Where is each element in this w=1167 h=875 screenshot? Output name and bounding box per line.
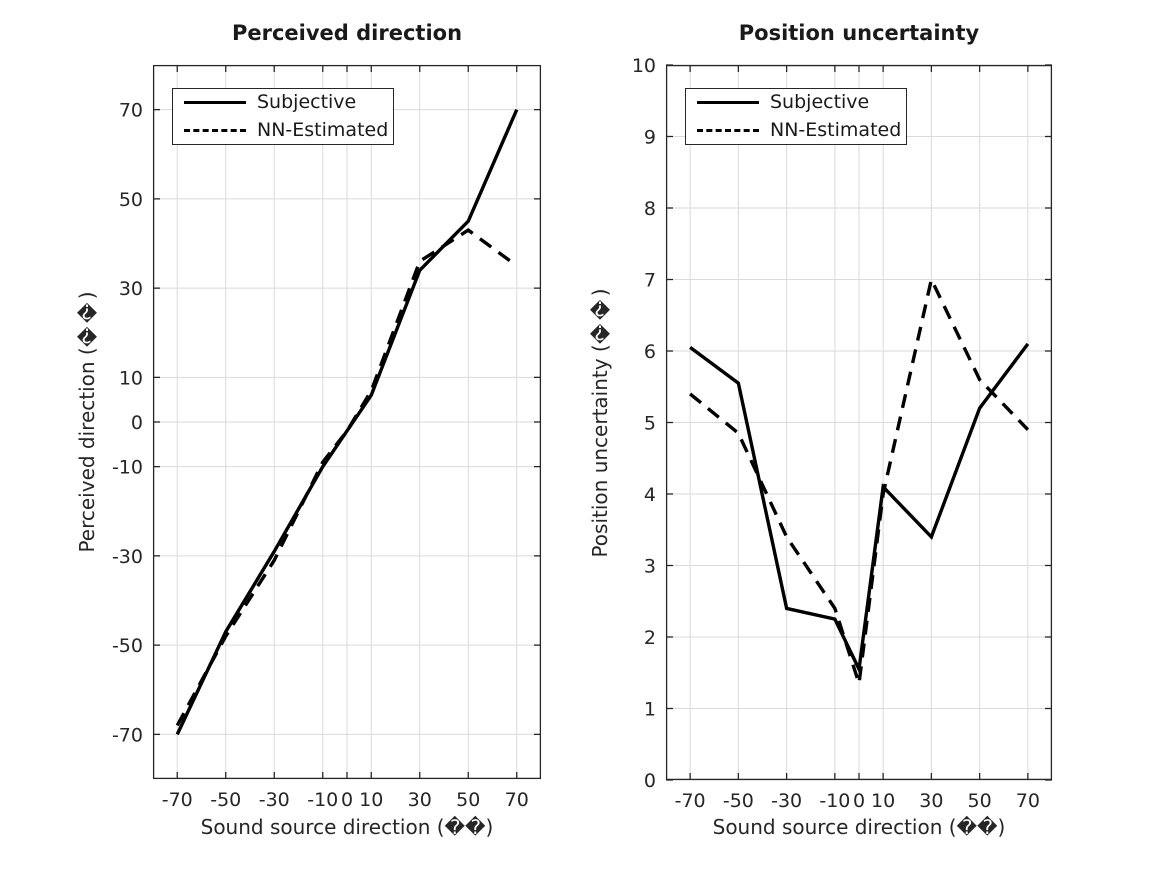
y-tick-label: 5 (644, 413, 656, 435)
x-tick-label: 50 (456, 789, 480, 811)
x-tick-label: 10 (359, 789, 383, 811)
x-tick-label: 30 (919, 790, 943, 812)
legend-label-nn-estimated: NN-Estimated (770, 118, 902, 141)
y-tick-label: -70 (112, 724, 143, 746)
solid-line-swatch (697, 101, 759, 105)
x-tick-label: 10 (871, 790, 895, 812)
x-axis-label-right: Sound source direction (��) (712, 815, 1006, 839)
x-tick-label: -50 (210, 789, 241, 811)
panel-perceived-direction: Perceived direction Perceived direction … (75, 21, 542, 839)
x-tick-label: -30 (259, 789, 290, 811)
solid-line-swatch (184, 101, 246, 105)
y-tick-label: 1 (644, 699, 656, 721)
x-tick-label: -50 (723, 790, 754, 812)
legend-label-nn-estimated: NN-Estimated (257, 118, 389, 141)
x-tick-label: 50 (968, 790, 992, 812)
x-tick-label: 30 (408, 789, 432, 811)
chart-title-right: Position uncertainty (738, 21, 980, 45)
legend-label-subjective: Subjective (770, 91, 870, 114)
x-tick-label: 0 (853, 790, 865, 812)
y-tick-label: 8 (644, 198, 656, 220)
y-tick-label: 0 (131, 412, 143, 434)
x-axis-label-left: Sound source direction (��) (200, 815, 494, 839)
legend-item-nn-estimated: NN-Estimated (173, 118, 393, 142)
y-tick-label: 6 (644, 341, 656, 363)
x-tick-label: -70 (675, 790, 706, 812)
y-tick-label: 4 (644, 484, 656, 506)
y-axis-label-right: Position uncertainty (��) (588, 287, 612, 558)
y-tick-label: 50 (119, 189, 143, 211)
x-tick-label: -70 (162, 789, 193, 811)
dashed-line-swatch (184, 128, 246, 132)
x-tick-label: 70 (1016, 790, 1040, 812)
panel-position-uncertainty: Position uncertainty Position uncertaint… (588, 21, 1053, 839)
y-tick-label: 7 (644, 270, 656, 292)
series-nn-estimated (175, 228, 518, 727)
y-tick-label: 0 (644, 770, 656, 792)
y-tick-label: -50 (112, 635, 143, 657)
x-tick-label: 0 (341, 789, 353, 811)
y-tick-label: 10 (632, 55, 656, 77)
y-axis-label-left: Perceived direction (��) (75, 291, 99, 553)
legend-right: Subjective NN-Estimated (685, 88, 907, 145)
x-tick-label: 70 (505, 789, 529, 811)
legend-item-subjective: Subjective (686, 91, 906, 115)
y-tick-label: -30 (112, 546, 143, 568)
dashed-line-swatch (697, 128, 759, 132)
x-tick-label: -30 (771, 790, 802, 812)
chart-title-left: Perceived direction (231, 21, 463, 45)
legend-item-subjective: Subjective (173, 91, 393, 115)
legend-label-subjective: Subjective (257, 91, 357, 114)
y-tick-label: 70 (119, 100, 143, 122)
x-tick-label: -10 (819, 790, 850, 812)
y-tick-label: -10 (112, 457, 143, 479)
series-subjective (175, 108, 519, 736)
y-tick-label: 10 (119, 367, 143, 389)
series-nn-estimated (689, 274, 1030, 684)
plot-area-left: -70 -50 -30 -10 0 10 30 50 70-70-50-30-100103050… (112, 64, 542, 811)
series-subjective (689, 342, 1030, 676)
legend-item-nn-estimated: NN-Estimated (686, 118, 906, 142)
y-tick-label: 3 (644, 556, 656, 578)
y-tick-label: 2 (644, 627, 656, 649)
x-tick-label: -10 (307, 789, 338, 811)
legend-left: Subjective NN-Estimated (172, 88, 394, 145)
y-tick-label: 9 (644, 127, 656, 149)
y-tick-label: 30 (119, 278, 143, 300)
